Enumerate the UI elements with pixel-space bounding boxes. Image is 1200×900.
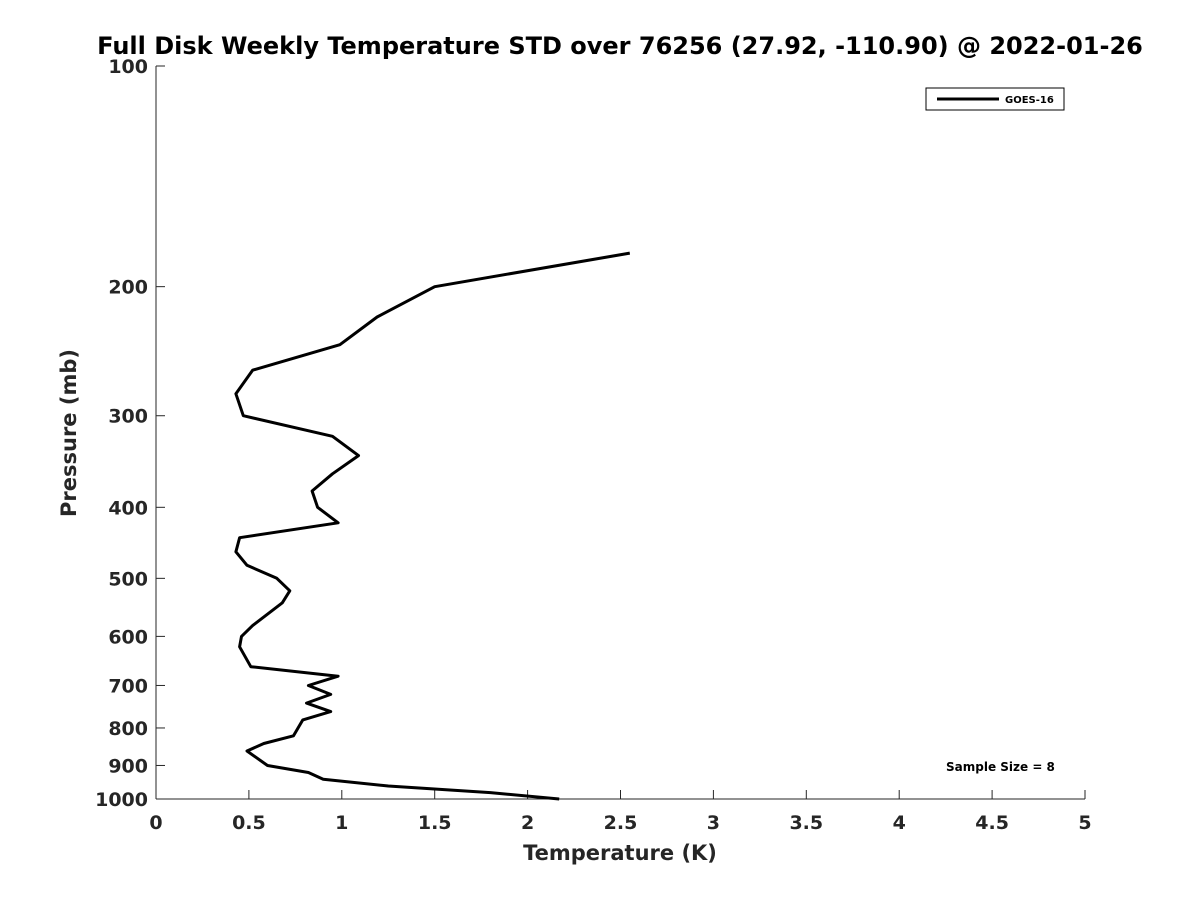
sample-size-annotation: Sample Size = 8 (946, 760, 1055, 774)
x-axis-label: Temperature (K) (523, 841, 717, 865)
y-tick-label: 100 (108, 56, 148, 78)
x-tick-label: 4 (893, 812, 906, 834)
y-tick-label: 900 (108, 755, 148, 777)
x-tick-label: 1.5 (418, 812, 452, 834)
x-tick-label: 4.5 (975, 812, 1009, 834)
x-tick-label: 0.5 (232, 812, 266, 834)
y-tick-label: 700 (108, 675, 148, 697)
plot-area: 0 0.5 1 1.5 2 2.5 3 3.5 4 4.5 5 100 200 300 400 500 600 7… (95, 56, 1092, 834)
y-tick-label: 500 (108, 568, 148, 590)
x-tick-label: 3.5 (789, 812, 823, 834)
x-tick-label: 3 (707, 812, 720, 834)
chart-title: Full Disk Weekly Temperature STD over 76… (97, 32, 1143, 60)
y-tick-label: 1000 (95, 789, 148, 811)
x-tick-label: 0 (149, 812, 162, 834)
y-axis-label: Pressure (mb) (57, 349, 81, 517)
y-tick-label: 200 (108, 277, 148, 299)
series-line-goes-16 (234, 251, 631, 801)
y-tick-label: 400 (108, 497, 148, 519)
y-tick-label: 800 (108, 718, 148, 740)
x-tick-label: 5 (1078, 812, 1091, 834)
y-tick-label: 300 (108, 406, 148, 428)
legend: GOES-16 (925, 87, 1065, 111)
x-tick-label: 1 (335, 812, 348, 834)
x-tick-label: 2.5 (604, 812, 638, 834)
legend-label-goes-16: GOES-16 (1005, 95, 1054, 106)
x-tick-label: 2 (521, 812, 534, 834)
y-tick-label: 600 (108, 626, 148, 648)
